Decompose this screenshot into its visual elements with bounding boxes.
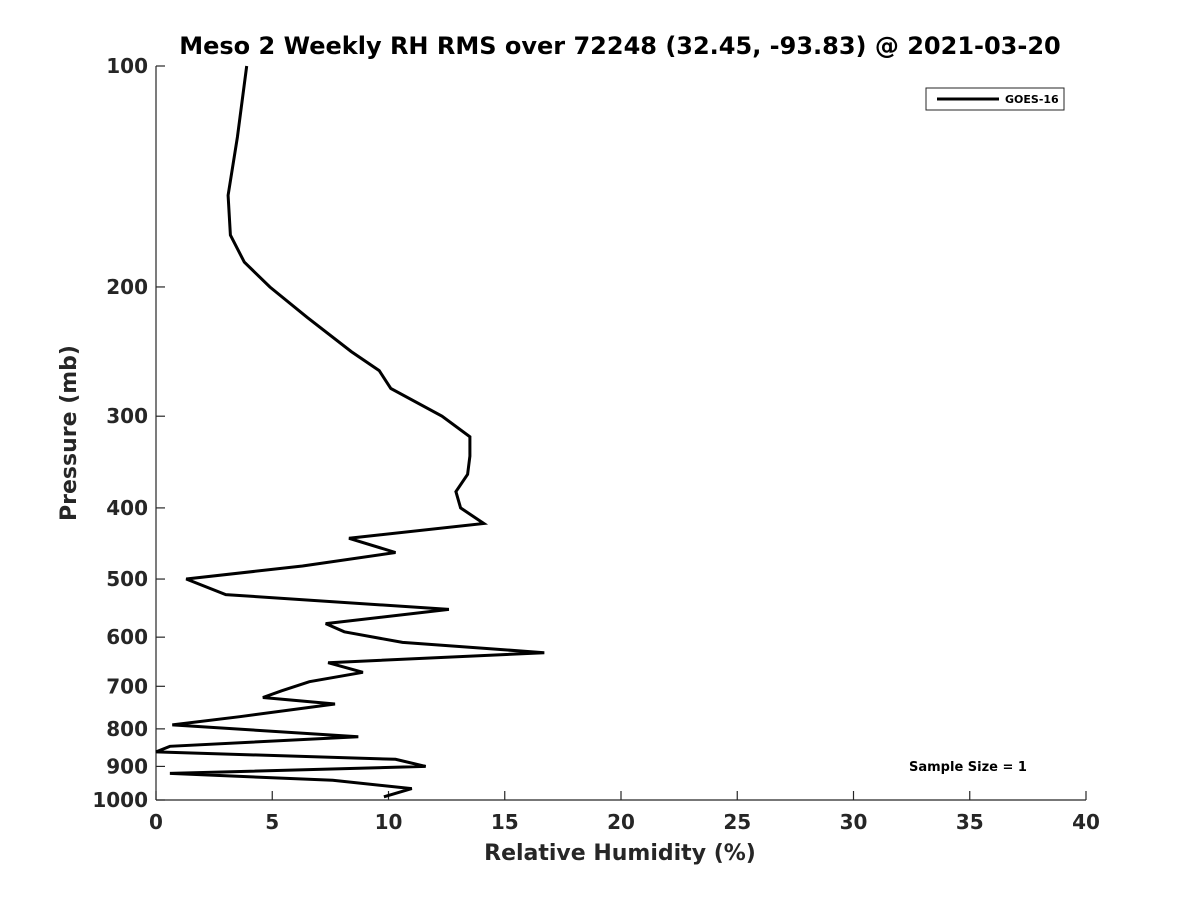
y-tick-label: 200 [106, 275, 148, 299]
x-tick-label: 35 [956, 810, 984, 834]
y-tick-label: 300 [106, 404, 148, 428]
y-axis-label: Pressure (mb) [57, 345, 82, 521]
x-tick-label: 10 [375, 810, 403, 834]
legend-label-goes-16: GOES-16 [1005, 93, 1059, 106]
y-tick-label: 700 [106, 674, 148, 698]
y-tick-label: 400 [106, 496, 148, 520]
x-axis-label: Relative Humidity (%) [484, 841, 756, 866]
x-ticks: 0 5 10 15 20 25 30 35 40 [149, 791, 1100, 834]
x-tick-label: 30 [840, 810, 868, 834]
y-tick-label: 800 [106, 717, 148, 741]
y-tick-label: 500 [106, 567, 148, 591]
x-tick-label: 15 [491, 810, 519, 834]
x-tick-label: 0 [149, 810, 163, 834]
series-line-goes-16 [155, 65, 545, 799]
y-tick-label: 900 [106, 754, 148, 778]
y-tick-label: 100 [106, 54, 148, 78]
x-tick-label: 20 [607, 810, 635, 834]
x-tick-label: 5 [265, 810, 279, 834]
legend: GOES-16 [925, 87, 1065, 111]
series-group [155, 65, 545, 799]
x-tick-label: 25 [723, 810, 751, 834]
sample-size-annotation: Sample Size = 1 [909, 760, 1027, 775]
y-tick-label: 1000 [92, 788, 148, 812]
x-tick-label: 40 [1072, 810, 1100, 834]
y-ticks: 100 200 300 400 500 600 700 800 900 1000 [92, 54, 165, 812]
chart-title: Meso 2 Weekly RH RMS over 72248 (32.45, … [179, 32, 1061, 60]
y-tick-label: 600 [106, 625, 148, 649]
